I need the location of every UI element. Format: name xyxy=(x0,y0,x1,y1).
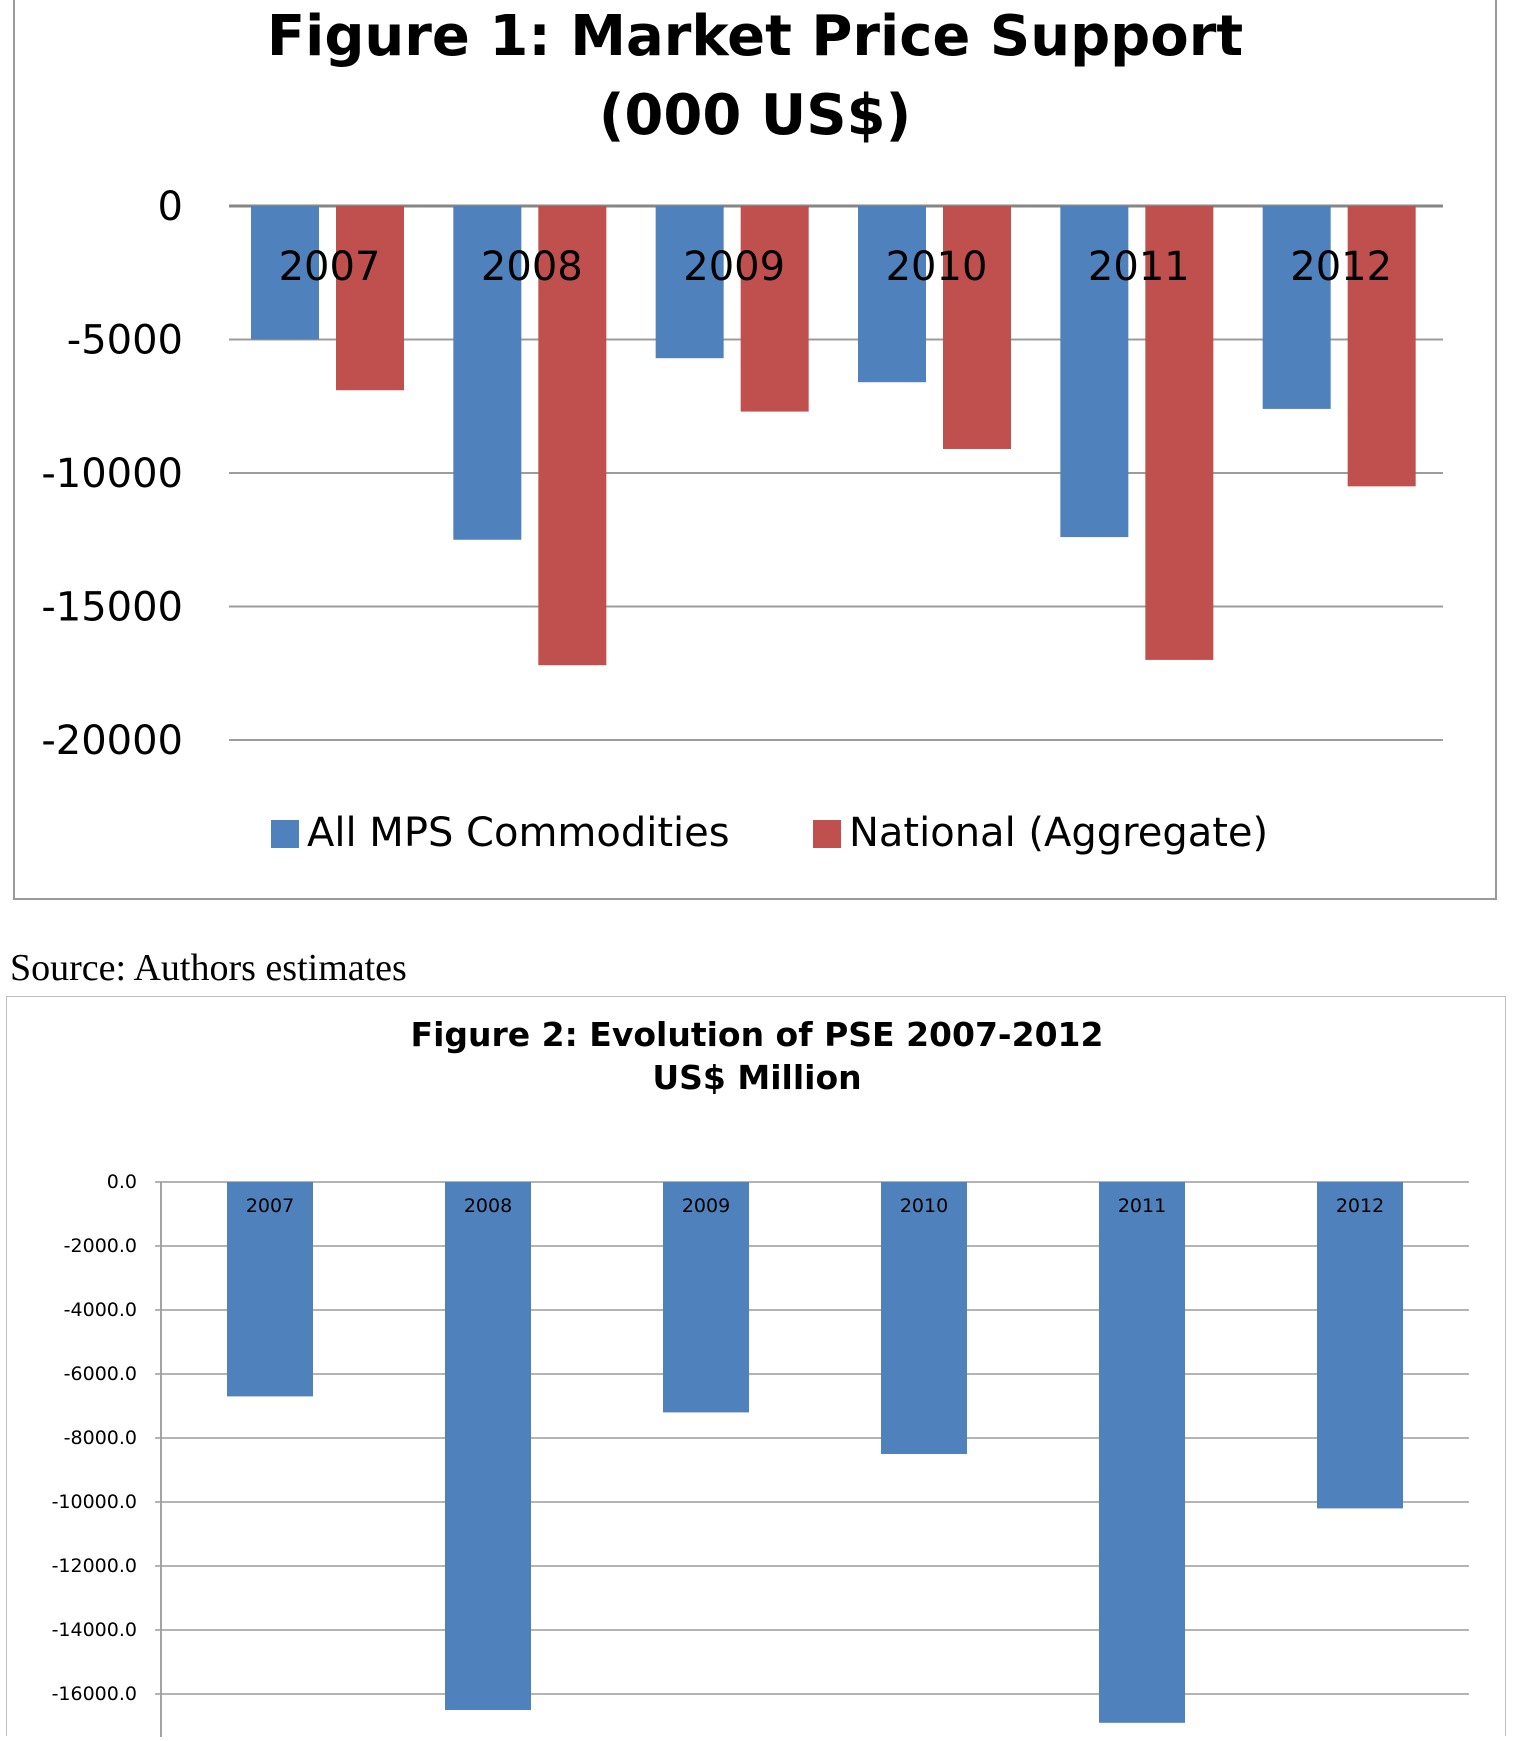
figure-2-svg: Figure 2: Evolution of PSE 2007-2012 US$… xyxy=(52,1015,1469,1737)
chart-title: Figure 1: Market Price Support xyxy=(267,4,1243,69)
bar-all-mps-commodities-2010 xyxy=(858,206,926,383)
legend-swatch-all-mps-commodities xyxy=(271,820,299,848)
bar-national-aggregate-2007 xyxy=(336,206,404,391)
y-tick-label: -10000 xyxy=(41,451,183,497)
bar-all-mps-commodities-2012 xyxy=(1262,206,1331,409)
category-label: 2008 xyxy=(481,244,583,290)
bar-pse-2007 xyxy=(227,1182,313,1397)
y-tick-label: -20000 xyxy=(41,718,183,764)
bar-all-mps-commodities-2007 xyxy=(251,206,319,340)
y-tick-label: -5000 xyxy=(67,318,183,364)
figure-1-chart: Figure 1: Market Price Support (000 US$)… xyxy=(13,0,1497,900)
category-label: 2011 xyxy=(1088,244,1190,290)
bar-all-mps-commodities-2011 xyxy=(1060,206,1129,538)
category-label: 2007 xyxy=(246,1195,294,1217)
figure-1-svg: Figure 1: Market Price Support (000 US$)… xyxy=(41,4,1443,856)
category-label: 2007 xyxy=(279,244,381,290)
category-label: 2012 xyxy=(1290,244,1392,290)
legend-label-national-aggregate: National (Aggregate) xyxy=(849,810,1268,856)
category-label: 2010 xyxy=(886,244,988,290)
category-label: 2009 xyxy=(683,244,785,290)
y-tick-label: -16000.0 xyxy=(52,1683,137,1705)
bar-pse-2010 xyxy=(881,1182,967,1454)
bar-pse-2011 xyxy=(1099,1182,1185,1723)
y-tick-label: -10000.0 xyxy=(52,1491,137,1513)
source-note: Source: Authors estimates xyxy=(10,947,407,989)
y-tick-label: -4000.0 xyxy=(64,1299,137,1321)
y-tick-label: -2000.0 xyxy=(64,1235,137,1257)
bar-national-aggregate-2008 xyxy=(538,206,607,666)
chart-subtitle: US$ Million xyxy=(652,1058,861,1097)
bar-pse-2008 xyxy=(445,1182,531,1710)
y-tick-label: 0 xyxy=(158,184,183,230)
bar-national-aggregate-2010 xyxy=(943,206,1011,449)
bar-all-mps-commodities-2008 xyxy=(453,206,522,540)
y-tick-label: -6000.0 xyxy=(64,1363,137,1385)
y-tick-label: -8000.0 xyxy=(64,1427,137,1449)
legend-swatch-national-aggregate xyxy=(813,820,841,848)
bar-all-mps-commodities-2009 xyxy=(655,206,724,359)
bar-national-aggregate-2009 xyxy=(740,206,809,412)
chart-title: Figure 2: Evolution of PSE 2007-2012 xyxy=(411,1015,1104,1054)
y-tick-label: -12000.0 xyxy=(52,1555,137,1577)
y-tick-label: -14000.0 xyxy=(52,1619,137,1641)
bar-pse-2012 xyxy=(1317,1182,1403,1509)
category-label: 2008 xyxy=(464,1195,512,1217)
figure-2-chart: Figure 2: Evolution of PSE 2007-2012 US$… xyxy=(6,996,1506,1737)
category-label: 2009 xyxy=(682,1195,730,1217)
legend: All MPS Commodities National (Aggregate) xyxy=(271,810,1268,856)
chart-subtitle: (000 US$) xyxy=(599,83,911,148)
category-label: 2010 xyxy=(900,1195,948,1217)
y-tick-label: -15000 xyxy=(41,585,183,631)
legend-label-all-mps-commodities: All MPS Commodities xyxy=(307,810,730,856)
bar-national-aggregate-2011 xyxy=(1145,206,1214,660)
y-tick-label: 0.0 xyxy=(107,1171,137,1193)
bar-pse-2009 xyxy=(663,1182,749,1413)
bar-national-aggregate-2012 xyxy=(1347,206,1416,487)
category-label: 2012 xyxy=(1336,1195,1384,1217)
category-label: 2011 xyxy=(1118,1195,1166,1217)
